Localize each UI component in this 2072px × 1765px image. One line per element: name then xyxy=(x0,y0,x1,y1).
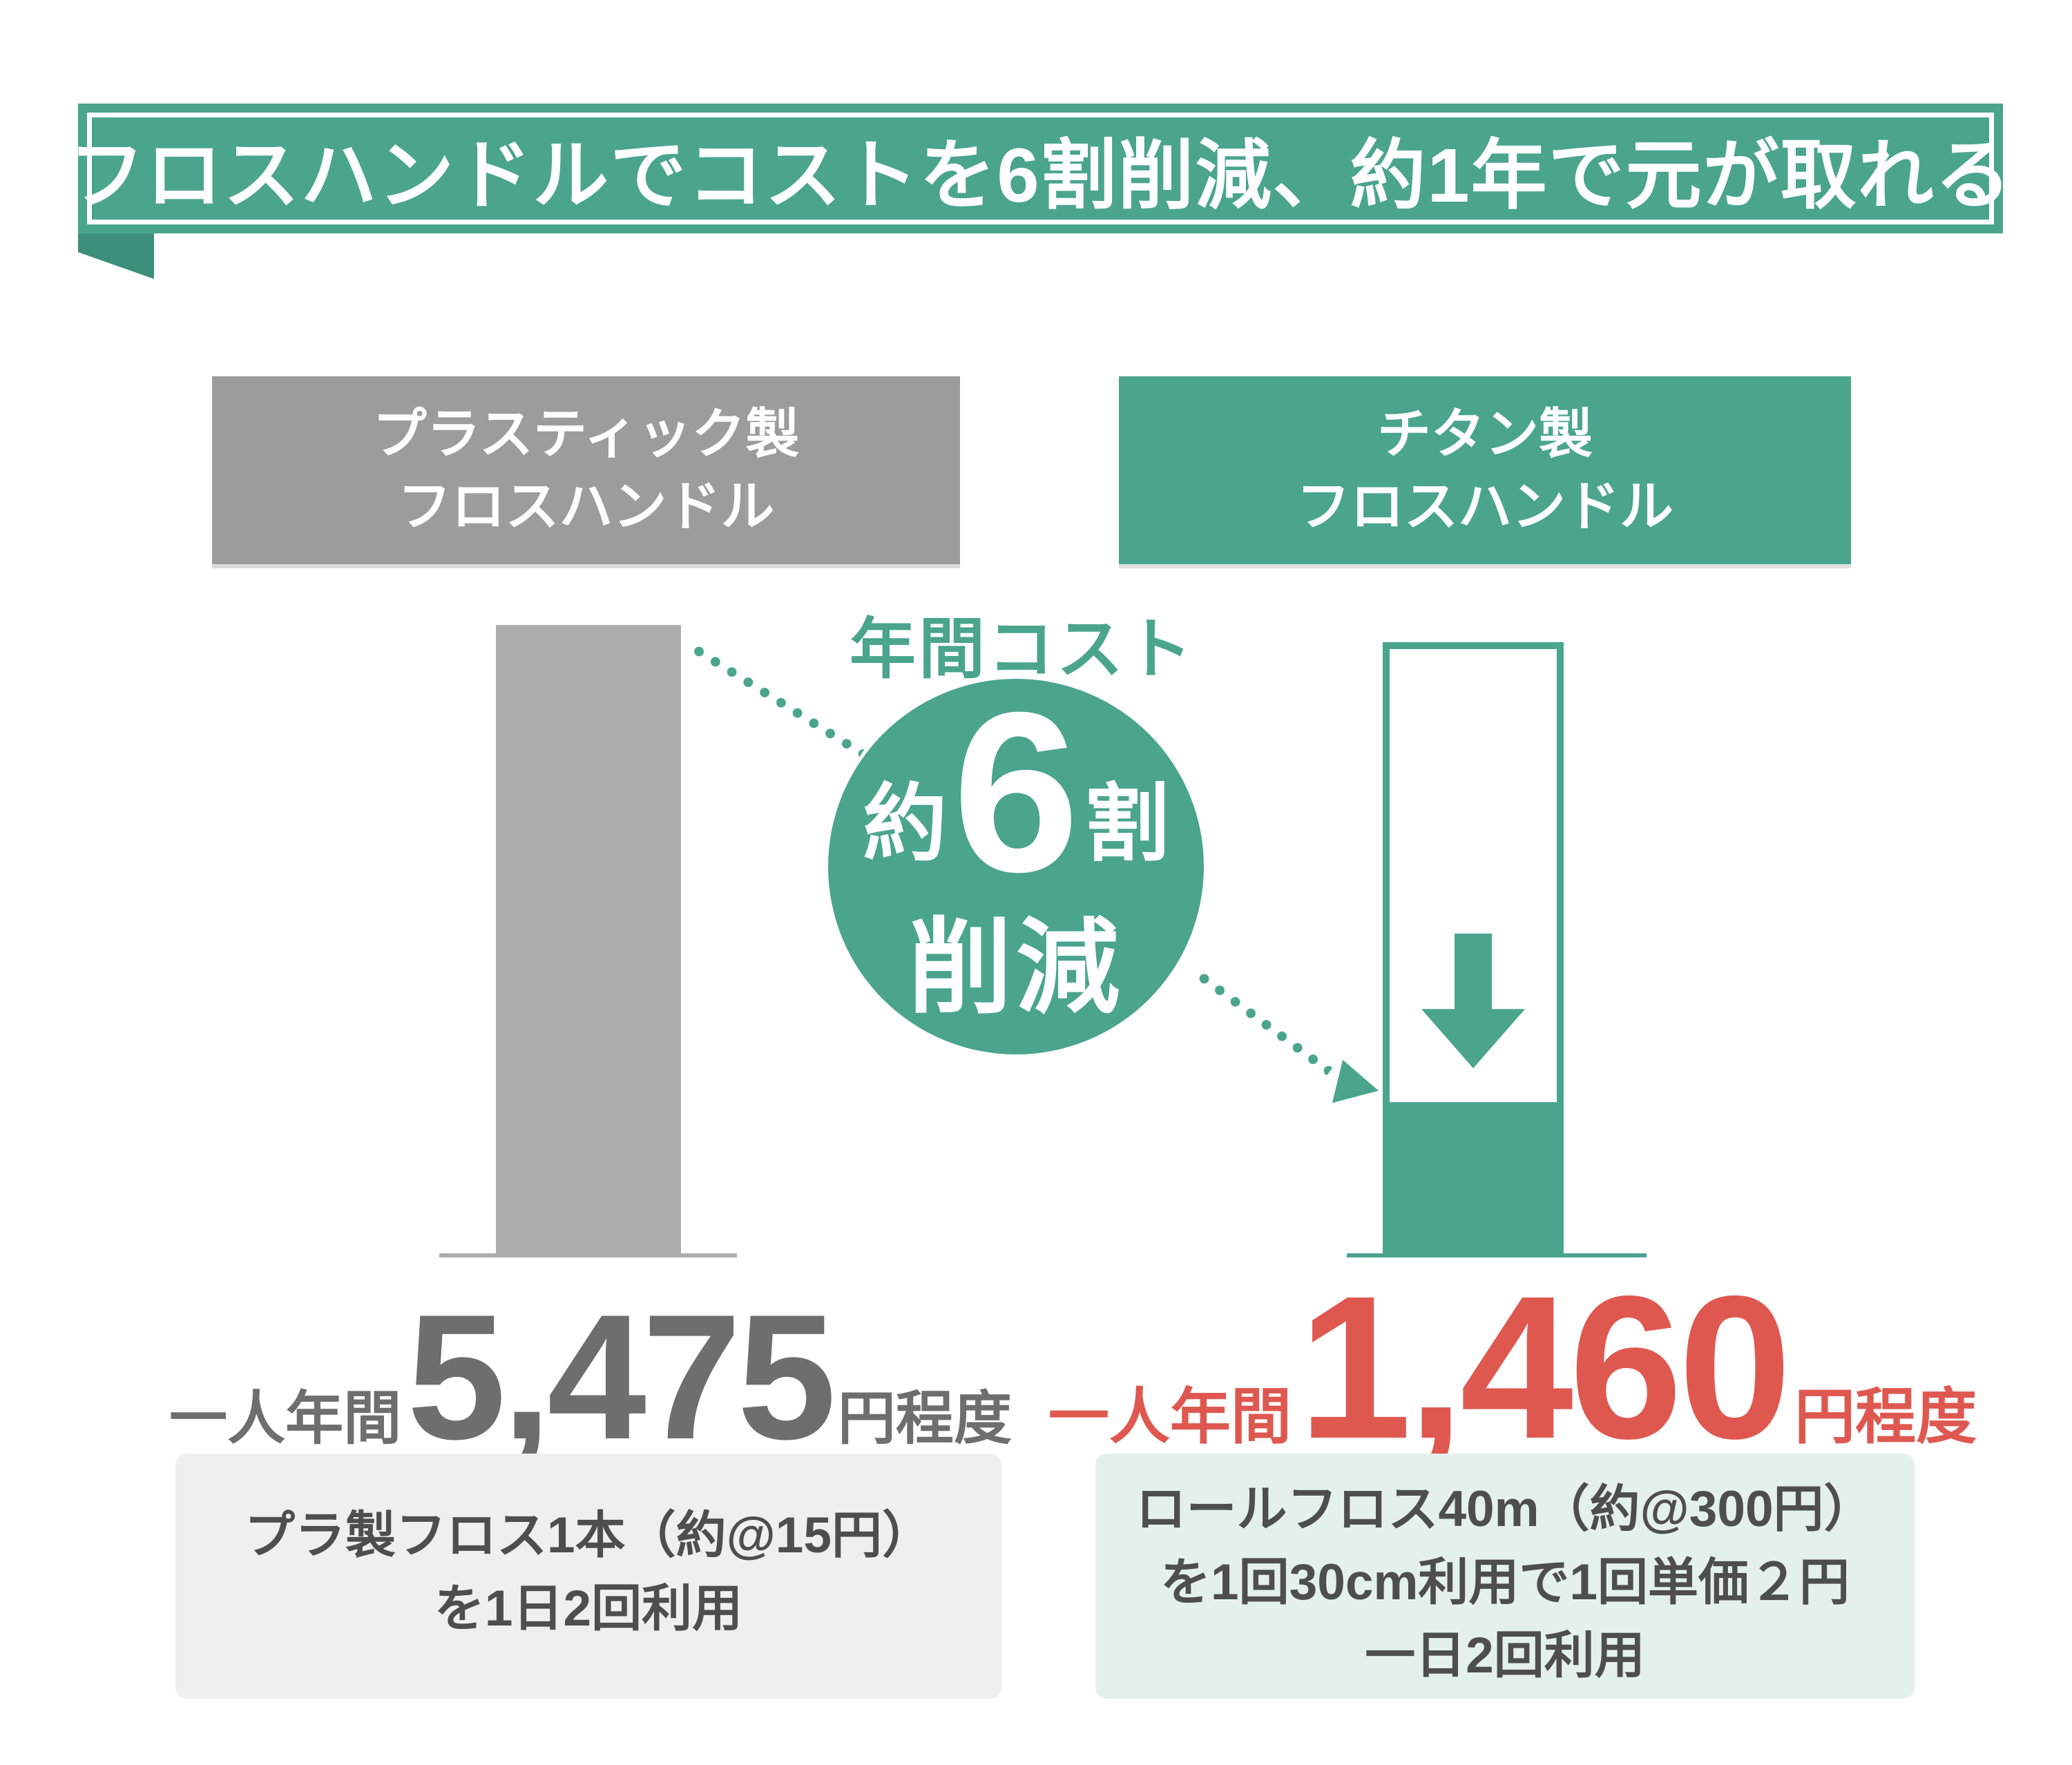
dotted-connector-right-icon xyxy=(1193,969,1333,1077)
plastic-amount-suffix: 円程度 xyxy=(837,1386,1012,1451)
titanium-note-line2: を1回30cm利用で1回単価２円 xyxy=(1160,1554,1850,1610)
plastic-amount-prefix: 一人年間 xyxy=(169,1386,402,1451)
titanium-header-box: チタン製 フロスハンドル xyxy=(1119,376,1851,564)
titanium-baseline xyxy=(1347,1253,1647,1257)
plastic-baseline xyxy=(439,1253,737,1257)
titanium-cost-bar xyxy=(1383,642,1564,1257)
title-banner: フロスハンドルでコストを6割削減、約1年で元が取れる xyxy=(68,104,2011,233)
plastic-note-box: プラ製フロス1本（約@15円） を1日2回利用 xyxy=(175,1454,1001,1699)
connector-arrowhead-icon xyxy=(1332,1059,1382,1109)
plastic-amount: 一人年間 5,475 円程度 xyxy=(159,1274,1022,1479)
titanium-header-line2: フロスハンドル xyxy=(1296,476,1673,537)
plastic-note-line1: プラ製フロス1本（約@15円） xyxy=(244,1507,932,1563)
plastic-header-line1: プラスティック製 xyxy=(372,403,800,464)
reduction-number: 6 xyxy=(952,664,1080,920)
titanium-amount: 一人年間 1,460 円程度 xyxy=(1048,1250,1977,1485)
titanium-amount-value: 1,460 xyxy=(1298,1253,1792,1481)
titanium-amount-prefix: 一人年間 xyxy=(1048,1382,1292,1451)
titanium-header-line1: チタン製 xyxy=(1376,403,1593,464)
reduction-badge-row: 約 6 割 xyxy=(863,664,1169,920)
titanium-note-line1: ロールフロス40m（約@300円） xyxy=(1135,1481,1874,1537)
annual-cost-label: 年間コスト xyxy=(850,613,1195,686)
plastic-amount-value: 5,475 xyxy=(407,1277,836,1476)
titanium-cost-fill xyxy=(1390,1102,1557,1251)
page-title: フロスハンドルでコストを6割削減、約1年で元が取れる xyxy=(68,133,2013,218)
plastic-header-box: プラスティック製 フロスハンドル xyxy=(212,376,960,564)
reduction-unit: 割 xyxy=(1084,777,1169,871)
plastic-header-line2: フロスハンドル xyxy=(397,476,775,537)
plastic-cost-bar xyxy=(496,625,681,1253)
titanium-note-line3: 一日2回利用 xyxy=(1365,1627,1645,1684)
plastic-note-line2: を1日2回利用 xyxy=(434,1580,743,1637)
titanium-note-box: ロールフロス40m（約@300円） を1回30cm利用で1回単価２円 一日2回利… xyxy=(1095,1454,1915,1699)
banner-fold-corner xyxy=(78,229,154,279)
reduction-prefix: 約 xyxy=(863,777,948,871)
reduction-word: 削減 xyxy=(908,909,1124,1025)
titanium-amount-suffix: 円程度 xyxy=(1794,1382,1977,1451)
reduction-badge: 約 6 割 削減 xyxy=(828,664,1204,1054)
down-arrow-icon xyxy=(1421,934,1525,1068)
